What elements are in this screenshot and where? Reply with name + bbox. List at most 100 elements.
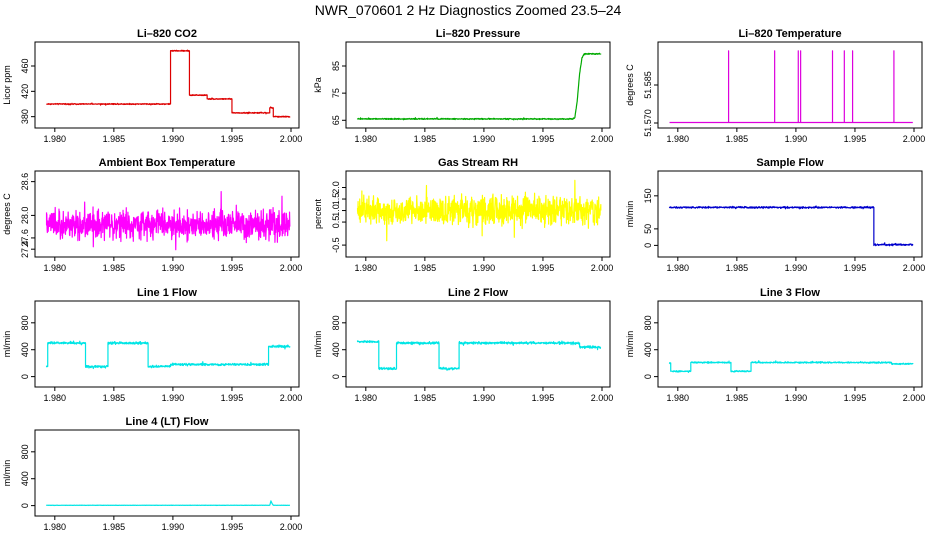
chart-title: Sample Flow [756, 157, 824, 169]
y-tick-label: 380 [20, 109, 30, 124]
chart-panel-7: Line 1 Flow ml/min 1.980 1.985 1.990 1.995 2.0… [2, 287, 302, 403]
series-line [356, 52, 602, 121]
x-tick-label: 1.985 [726, 134, 749, 144]
chart-title: Li–820 CO2 [137, 28, 197, 40]
y-axis-label: ml/min [2, 331, 12, 358]
chart-panel-6: Sample Flow ml/min 1.980 1.985 1.990 1.995 2.0… [625, 157, 925, 273]
y-tick-label: 2.0 [331, 181, 341, 194]
x-tick-label: 1.990 [162, 522, 185, 532]
plot-frame [34, 170, 300, 258]
series-line [45, 500, 291, 507]
y-axis-label: kPa [313, 77, 323, 93]
x-tick-label: 1.980 [355, 393, 378, 403]
x-tick-label: 1.990 [473, 134, 496, 144]
x-tick-label: 1.995 [532, 134, 555, 144]
plot-frame [345, 170, 611, 258]
plot-frame [34, 300, 300, 388]
chart-title: Li–820 Temperature [738, 28, 841, 40]
series-line [668, 205, 914, 247]
y-tick-label: 800 [20, 315, 30, 330]
chart-panel-2: Li–820 Pressure kPa 1.980 1.985 1.990 1.995 2.… [313, 28, 613, 144]
y-tick-label: 150 [643, 188, 653, 203]
x-tick-label: 1.990 [785, 134, 808, 144]
y-tick-label: 50 [643, 224, 653, 234]
x-tick-label: 1.980 [44, 263, 67, 273]
chart-title: Line 4 (LT) Flow [126, 416, 209, 428]
y-tick-label: 0 [331, 374, 341, 379]
chart-panel-8: Line 2 Flow ml/min 1.980 1.985 1.990 1.995 2.0… [313, 287, 613, 403]
plot-frame [657, 300, 923, 388]
y-tick-label: 51.585 [643, 71, 653, 99]
x-tick-label: 1.980 [667, 134, 690, 144]
y-axis-label: percent [313, 198, 323, 229]
y-tick-label: 400 [20, 342, 30, 357]
series-line [45, 191, 291, 251]
y-tick-label: 400 [643, 342, 653, 357]
x-tick-label: 1.995 [532, 393, 555, 403]
y-tick-label: 800 [331, 315, 341, 330]
y-tick-label: 800 [643, 315, 653, 330]
x-tick-label: 1.995 [844, 263, 867, 273]
x-tick-label: 2.000 [280, 134, 303, 144]
y-tick-label: -0.5 [331, 237, 341, 253]
y-tick-label: 75 [331, 88, 341, 98]
y-axis-label: ml/min [625, 201, 635, 228]
x-tick-label: 1.980 [44, 522, 67, 532]
y-tick-label: 0 [20, 374, 30, 379]
x-tick-label: 1.990 [473, 263, 496, 273]
x-tick-label: 1.995 [221, 134, 244, 144]
x-tick-label: 2.000 [903, 134, 926, 144]
y-tick-label: 0 [643, 243, 653, 248]
y-tick-label: 28.0 [20, 207, 30, 225]
x-tick-label: 1.980 [355, 263, 378, 273]
series-line [45, 340, 291, 370]
x-tick-label: 1.995 [221, 522, 244, 532]
y-tick-label: 420 [20, 84, 30, 99]
y-axis-label: ml/min [2, 460, 12, 487]
y-tick-label: 51.570 [643, 109, 653, 137]
y-axis-label: degrees C [2, 193, 12, 235]
series-line [356, 340, 602, 371]
x-tick-label: 1.985 [103, 263, 126, 273]
y-tick-label: 400 [331, 342, 341, 357]
y-tick-label: 800 [20, 444, 30, 459]
x-tick-label: 2.000 [591, 263, 614, 273]
x-tick-label: 1.990 [785, 393, 808, 403]
series-line [669, 50, 914, 124]
plot-frame [34, 41, 300, 129]
x-tick-label: 1.985 [414, 134, 437, 144]
plot-frame [657, 170, 923, 258]
series-line [356, 179, 602, 242]
y-tick-label: 460 [20, 58, 30, 73]
chart-panel-9: Line 3 Flow ml/min 1.980 1.985 1.990 1.995 2.0… [625, 287, 925, 403]
x-tick-label: 2.000 [280, 263, 303, 273]
chart-panel-3: Li–820 Temperature degrees C 1.980 1.985 1.9… [625, 28, 925, 144]
series-line [668, 360, 914, 373]
x-tick-label: 1.990 [162, 134, 185, 144]
y-tick-label: 65 [331, 115, 341, 125]
series-line [45, 49, 291, 118]
plot-frame [345, 300, 611, 388]
x-tick-label: 1.995 [844, 134, 867, 144]
y-axis-label: Licor ppm [2, 65, 12, 105]
x-tick-label: 1.990 [785, 263, 808, 273]
chart-title: Line 3 Flow [760, 287, 820, 299]
chart-title: Li–820 Pressure [436, 28, 520, 40]
y-tick-label: 27.6 [20, 229, 30, 247]
y-tick-label: 400 [20, 471, 30, 486]
x-tick-label: 1.985 [103, 522, 126, 532]
x-tick-label: 1.990 [473, 393, 496, 403]
chart-title: Line 2 Flow [448, 287, 508, 299]
plot-frame [345, 41, 611, 129]
x-tick-label: 2.000 [280, 393, 303, 403]
y-tick-label: 0 [643, 374, 653, 379]
y-tick-label: 27.4 [20, 240, 30, 258]
y-tick-label: 28.6 [20, 173, 30, 191]
y-tick-label: 0 [20, 503, 30, 508]
chart-panel-10: Line 4 (LT) Flow ml/min 1.980 1.985 1.990 1.9… [2, 416, 302, 532]
x-tick-label: 2.000 [591, 134, 614, 144]
x-tick-label: 1.995 [532, 263, 555, 273]
x-tick-label: 1.985 [414, 393, 437, 403]
y-tick-label: 1.5 [331, 193, 341, 206]
